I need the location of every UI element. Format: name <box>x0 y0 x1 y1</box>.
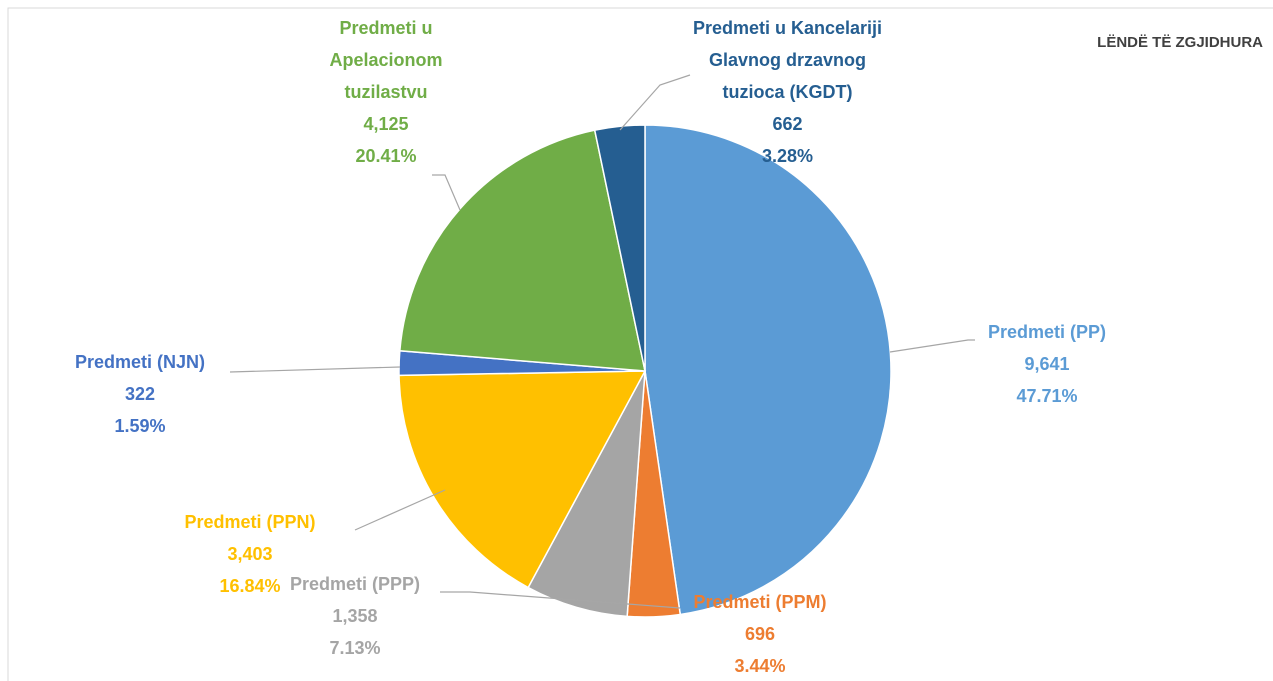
label-percent: 1.59% <box>114 416 166 436</box>
leader-line <box>229 366 401 373</box>
label-name: Predmeti (PPM) <box>693 592 827 612</box>
label-percent: 47.71% <box>1016 386 1078 406</box>
label-name: Predmeti (PPN) <box>184 512 316 532</box>
pie-slice <box>398 370 647 589</box>
leader-line <box>354 489 446 531</box>
label-name: Predmeti u Kancelariji Glavnog drzavnog … <box>692 18 883 102</box>
data-label: Predmeti u Kancelariji Glavnog drzavnog … <box>685 12 890 172</box>
leader-line <box>440 591 681 609</box>
label-name: Predmeti (PP) <box>987 322 1107 342</box>
data-label: Predmeti (PPM) 696 3.44% <box>670 586 850 681</box>
label-value: 322 <box>124 384 156 404</box>
data-label: Predmeti (PPN) 3,403 16.84% <box>160 506 340 602</box>
chart-title: LËNDË TË ZGJIDHURA <box>1097 34 1263 51</box>
label-value: 1,358 <box>332 606 378 626</box>
data-label: Predmeti (PP) 9,641 47.71% <box>967 316 1127 412</box>
label-value: 662 <box>772 114 803 134</box>
label-value: 9,641 <box>1024 354 1070 374</box>
label-name: Predmeti (PPP) <box>289 574 421 594</box>
label-value: 3,403 <box>227 544 273 564</box>
pie-slice <box>593 124 646 372</box>
label-percent: 3.28% <box>761 146 814 166</box>
label-value: 696 <box>744 624 776 644</box>
leader-line <box>432 174 461 211</box>
label-percent: 3.44% <box>734 656 786 676</box>
label-percent: 16.84% <box>219 576 281 596</box>
label-name: Predmeti (NJN) <box>74 352 206 372</box>
label-percent: 20.41% <box>355 146 417 166</box>
data-label: Predmeti (PPP) 1,358 7.13% <box>265 568 445 664</box>
chart-border <box>7 7 1273 681</box>
label-percent: 7.13% <box>329 638 381 658</box>
data-label: Predmeti u Apelacionom tuzilastvu 4,125 20… <box>311 12 461 172</box>
label-name: Predmeti u Apelacionom tuzilastvu <box>329 18 443 102</box>
pie-slice <box>644 124 892 616</box>
label-value: 4,125 <box>363 114 409 134</box>
data-label: Predmeti (NJN) 322 1.59% <box>50 346 230 442</box>
leader-line <box>619 74 691 131</box>
pie-slice <box>399 129 646 372</box>
leader-line <box>889 339 975 353</box>
